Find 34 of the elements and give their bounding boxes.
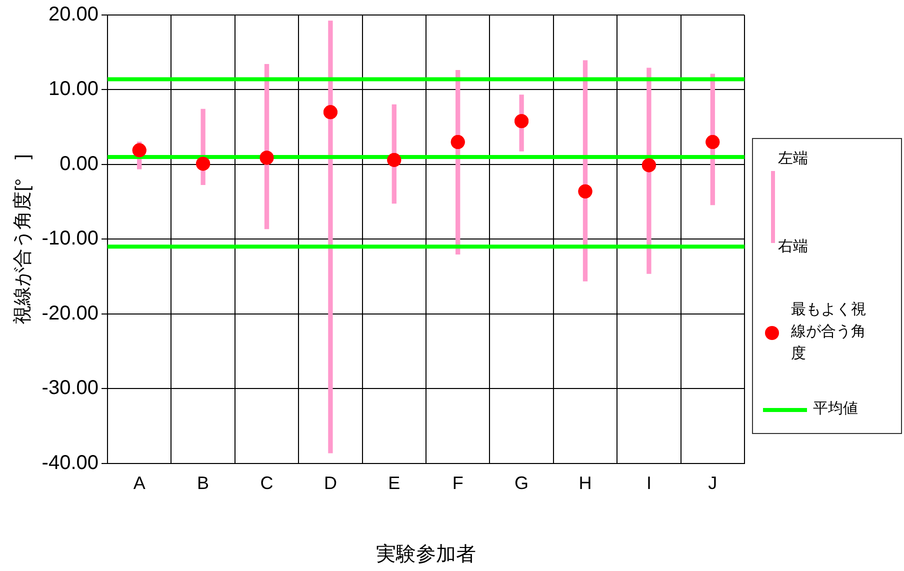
x-tick-label: B	[197, 473, 210, 494]
text: 左端	[778, 149, 808, 168]
point	[132, 143, 146, 158]
x-tick-label: C	[260, 473, 274, 494]
y-axis-title: 視線が合う角度[° ]	[12, 154, 34, 324]
point	[196, 156, 210, 171]
x-tick-label: H	[578, 473, 592, 494]
legend-label: 平均値	[813, 399, 858, 418]
point	[260, 150, 274, 165]
y-tick-label: -20.00	[42, 302, 99, 324]
x-tick-label: I	[646, 473, 652, 494]
point	[706, 135, 720, 150]
x-tick-label: G	[514, 473, 529, 494]
y-tick-label: -30.00	[42, 377, 99, 400]
point	[514, 114, 529, 128]
x-tick-label: D	[324, 473, 337, 494]
x-tick-label: F	[452, 473, 464, 494]
y-tick-label: -40.00	[42, 452, 99, 474]
x-tick-label: E	[388, 473, 400, 494]
x-tick-label: J	[708, 473, 718, 494]
y-tick-label: 20.00	[48, 4, 99, 26]
y-tick-label: -10.00	[42, 228, 99, 250]
y-tick-label: 0.00	[60, 152, 99, 175]
x-axis-title: 実験参加者	[376, 542, 476, 566]
text: 右端	[778, 237, 808, 256]
point	[450, 135, 465, 150]
point	[387, 152, 402, 167]
legend-label: 最もよく視線が合う角度	[791, 300, 867, 364]
x-tick-label: A	[133, 473, 146, 494]
point	[323, 105, 338, 120]
y-tick-label: 10.00	[48, 78, 99, 100]
point	[578, 184, 592, 198]
point	[642, 158, 656, 172]
bar	[328, 20, 333, 454]
